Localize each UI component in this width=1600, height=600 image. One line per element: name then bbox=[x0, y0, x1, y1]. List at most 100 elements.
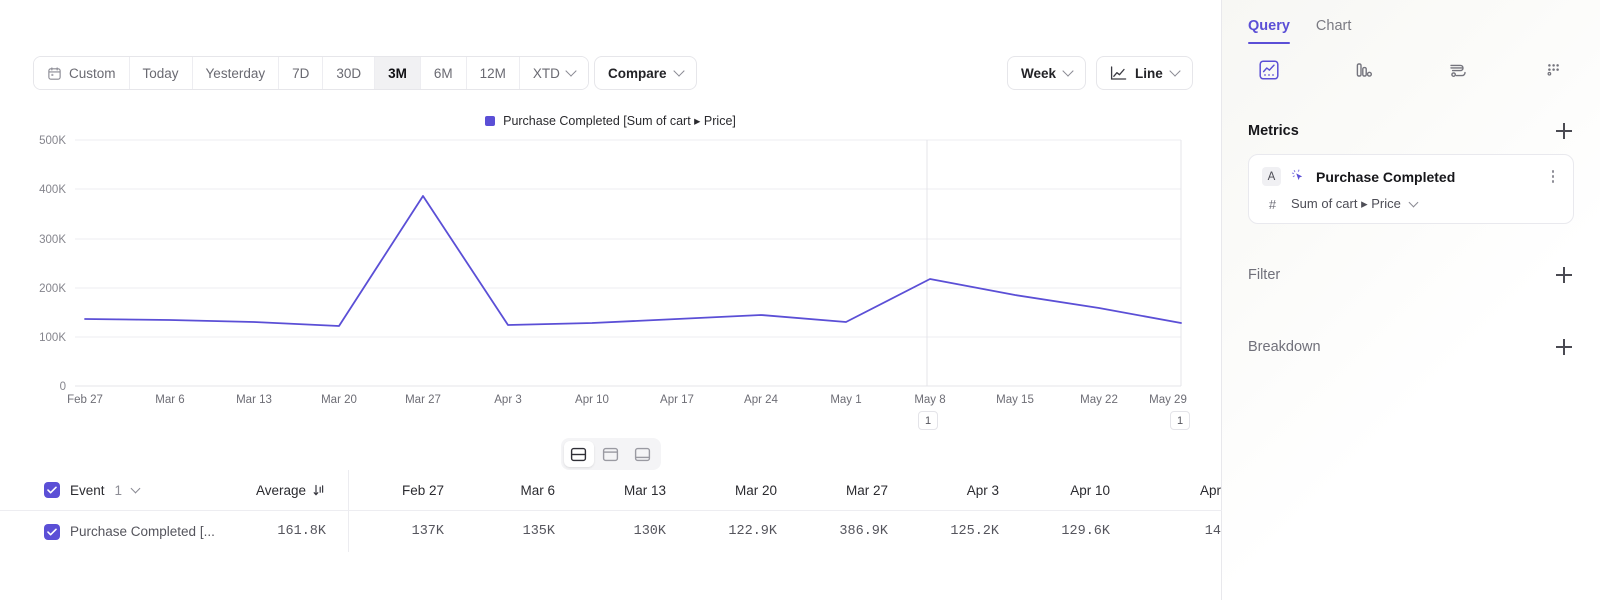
range-option-today[interactable]: Today bbox=[129, 57, 193, 89]
calendar-icon bbox=[48, 66, 61, 80]
table-header-col-6[interactable]: Apr 10 bbox=[1070, 482, 1110, 498]
annotation-badge-may29-count: 1 bbox=[1176, 414, 1184, 427]
chart-type-flow-button[interactable] bbox=[1411, 48, 1506, 92]
date-range-segmented-control[interactable]: Custom Today Yesterday 7D 30D 3M bbox=[33, 56, 589, 90]
breakdown-title: Breakdown bbox=[1248, 339, 1321, 355]
tab-chart[interactable]: Chart bbox=[1316, 18, 1351, 44]
range-option-7d[interactable]: 7D bbox=[279, 57, 324, 89]
compare-label: Compare bbox=[608, 65, 667, 81]
metrics-title: Metrics bbox=[1248, 123, 1299, 139]
table-header-col-1[interactable]: Mar 6 bbox=[520, 482, 555, 498]
metric-more-options-button[interactable] bbox=[1546, 170, 1560, 183]
table-cell-3: 122.9K bbox=[728, 524, 777, 539]
chart-annotation-lines bbox=[926, 140, 1182, 386]
chart-type-line-button[interactable] bbox=[1222, 48, 1317, 92]
table-header-col-0[interactable]: Feb 27 bbox=[401, 482, 444, 498]
table-cell-0: 137K bbox=[411, 524, 444, 539]
table-header-event[interactable]: Event 1 bbox=[0, 482, 248, 498]
chart-type-dot-matrix-button[interactable] bbox=[1506, 48, 1600, 92]
granularity-button[interactable]: Week bbox=[1007, 56, 1087, 90]
tab-chart-label: Chart bbox=[1315, 18, 1352, 34]
chevron-down-icon bbox=[1408, 197, 1419, 207]
tab-query[interactable]: Query bbox=[1248, 18, 1290, 44]
line-chart-icon bbox=[1110, 65, 1127, 80]
table-header-col-4[interactable]: Mar 27 bbox=[845, 482, 888, 498]
range-option-xtd-label: XTD bbox=[532, 65, 560, 81]
annotation-badge-may8[interactable]: 1 bbox=[918, 411, 938, 430]
svg-text:May 29: May 29 bbox=[1149, 394, 1187, 406]
compare-button[interactable]: Compare bbox=[594, 56, 697, 90]
add-filter-button[interactable] bbox=[1554, 265, 1574, 285]
svg-text:May 22: May 22 bbox=[1080, 394, 1118, 406]
tab-query-label: Query bbox=[1248, 18, 1290, 34]
annotation-badge-may29[interactable]: 1 bbox=[1170, 411, 1190, 430]
annotation-badge-may8-count: 1 bbox=[924, 414, 932, 427]
split-view-top-button[interactable] bbox=[596, 441, 626, 467]
table-header-average-label: Average bbox=[255, 482, 306, 498]
chevron-down-icon bbox=[1169, 65, 1181, 77]
chart-x-axis-labels: Feb 27 Mar 6 Mar 13 Mar 20 Mar 27 Apr 3 … bbox=[67, 394, 1187, 406]
legend-swatch-icon bbox=[485, 115, 496, 126]
range-option-12m[interactable]: 12M bbox=[466, 57, 520, 89]
select-all-checkbox[interactable] bbox=[44, 482, 60, 498]
svg-text:May 8: May 8 bbox=[914, 394, 945, 406]
svg-text:Mar 27: Mar 27 bbox=[405, 394, 441, 406]
chart-type-bar-button[interactable] bbox=[1317, 48, 1412, 92]
table-header-col-3[interactable]: Mar 20 bbox=[734, 482, 777, 498]
split-view-horizontal-button[interactable] bbox=[563, 441, 594, 467]
range-option-30d[interactable]: 30D bbox=[323, 57, 376, 89]
range-option-custom[interactable]: Custom bbox=[34, 57, 130, 89]
data-table: Event 1 Average Feb 27 Mar 6 Mar 13 Mar … bbox=[0, 470, 1222, 552]
table-header-col-2[interactable]: Mar 13 bbox=[623, 482, 666, 498]
svg-text:0: 0 bbox=[60, 381, 66, 393]
svg-text:200K: 200K bbox=[39, 283, 66, 295]
range-option-yesterday-label: Yesterday bbox=[205, 65, 266, 81]
flow-chart-icon bbox=[1450, 64, 1466, 78]
svg-text:400K: 400K bbox=[39, 184, 66, 196]
add-metric-button[interactable] bbox=[1554, 121, 1574, 141]
table-header-row: Event 1 Average Feb 27 Mar 6 Mar 13 Mar … bbox=[0, 470, 1222, 511]
chart-toolbar: Custom Today Yesterday 7D 30D 3M bbox=[0, 0, 1221, 110]
range-option-xtd[interactable]: XTD bbox=[519, 57, 588, 89]
chart-type-button[interactable]: Line bbox=[1096, 56, 1193, 90]
metrics-section-header: Metrics bbox=[1222, 114, 1600, 148]
svg-text:May 1: May 1 bbox=[830, 394, 861, 406]
query-panel: Query Chart bbox=[1222, 0, 1600, 600]
table-row[interactable]: Purchase Completed [... 161.8K 137K 135K… bbox=[0, 511, 1222, 552]
table-cell-7: 14 bbox=[1204, 524, 1221, 539]
range-option-6m-label: 6M bbox=[433, 65, 453, 81]
legend-label: Purchase Completed [Sum of cart ▸ Price] bbox=[503, 114, 736, 128]
table-column-separator bbox=[348, 511, 349, 552]
table-header-col-7[interactable]: Apr bbox=[1199, 482, 1221, 498]
table-header-col-5[interactable]: Apr 3 bbox=[966, 482, 999, 498]
table-cell-6: 129.6K bbox=[1061, 524, 1110, 539]
range-option-3m[interactable]: 3M bbox=[375, 57, 421, 89]
chart-gridlines bbox=[75, 139, 1181, 387]
metric-card-row-main: A Purchase Completed bbox=[1262, 167, 1560, 186]
metric-card[interactable]: A Purchase Completed # Sum of cart ▸ Pri… bbox=[1248, 154, 1574, 224]
table-header-event-count: 1 bbox=[114, 482, 123, 498]
sort-descending-icon bbox=[313, 484, 324, 495]
svg-text:300K: 300K bbox=[39, 234, 66, 246]
chevron-down-icon bbox=[672, 65, 685, 77]
split-view-bottom-button[interactable] bbox=[628, 441, 658, 467]
add-breakdown-button[interactable] bbox=[1554, 337, 1574, 357]
chevron-down-icon bbox=[1062, 65, 1074, 77]
split-view-group[interactable] bbox=[560, 438, 661, 470]
metric-letter-badge: A bbox=[1262, 167, 1281, 186]
line-chart[interactable]: 500K 400K 300K 200K 100K 0 Feb 27 Mar 6 … bbox=[0, 130, 1222, 430]
row-checkbox[interactable] bbox=[44, 523, 60, 540]
main-content: Custom Today Yesterday 7D 30D 3M bbox=[0, 0, 1222, 600]
range-option-yesterday[interactable]: Yesterday bbox=[192, 57, 280, 89]
metric-card-row-measure[interactable]: # Sum of cart ▸ Price bbox=[1262, 196, 1560, 212]
range-option-7d-label: 7D bbox=[292, 65, 310, 81]
range-option-6m[interactable]: 6M bbox=[420, 57, 467, 89]
svg-text:Mar 6: Mar 6 bbox=[155, 394, 184, 406]
split-top-icon bbox=[602, 447, 619, 461]
filter-section-header: Filter bbox=[1222, 258, 1600, 292]
chart-area: 500K 400K 300K 200K 100K 0 Feb 27 Mar 6 … bbox=[0, 130, 1222, 430]
table-column-separator bbox=[348, 470, 349, 510]
metric-measure-label: Sum of cart ▸ Price bbox=[1291, 196, 1401, 211]
table-header-average[interactable]: Average bbox=[248, 483, 348, 498]
